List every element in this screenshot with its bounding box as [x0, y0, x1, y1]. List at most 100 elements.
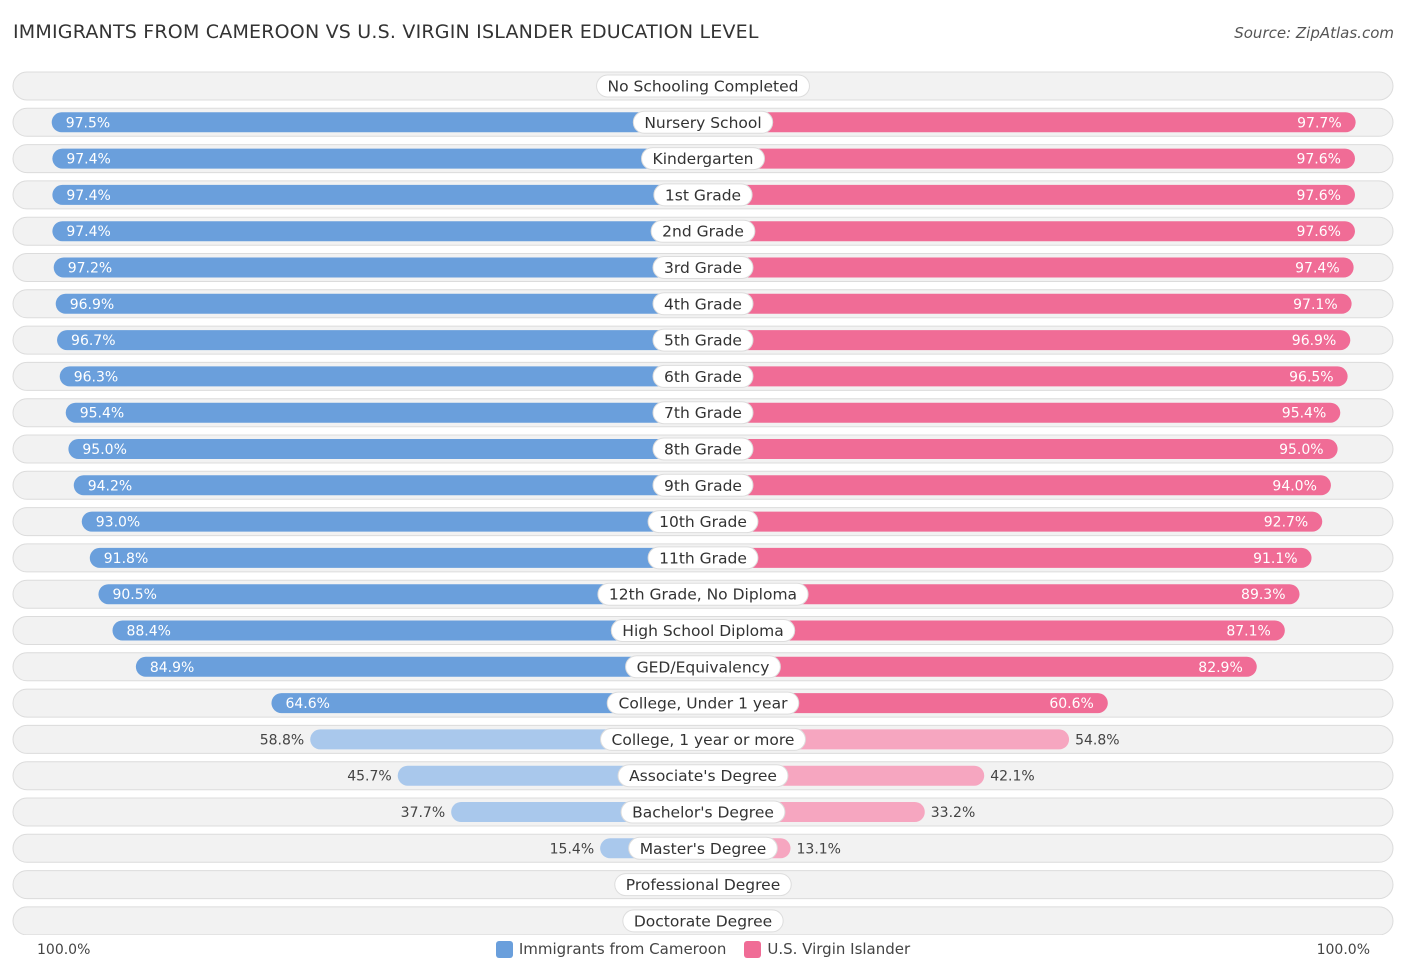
bar-right [703, 584, 1300, 605]
category-label-text: 3rd Grade [664, 259, 742, 277]
category-label-text: Bachelor's Degree [632, 804, 774, 822]
category-label: No Schooling Completed [596, 74, 810, 98]
bar-right [703, 257, 1354, 278]
category-label-pill [652, 437, 754, 461]
category-label-text: College, Under 1 year [619, 695, 789, 713]
bar-left [57, 330, 703, 351]
bar-left [52, 148, 704, 169]
category-label-text: Professional Degree [626, 876, 781, 894]
bar-right [703, 656, 1257, 677]
category-label: Associate's Degree [617, 764, 789, 788]
category-label-pill [652, 256, 754, 279]
bar-left [65, 402, 703, 423]
bar-left [112, 620, 704, 641]
value-label-right: 97.7% [1297, 115, 1341, 131]
bar-right [703, 148, 1355, 169]
category-label-pill [647, 510, 759, 534]
category-label-pill [647, 546, 759, 570]
category-label-text: 2nd Grade [662, 223, 744, 241]
category-label-text: Doctorate Degree [634, 912, 772, 930]
value-label-right: 96.9% [1292, 333, 1336, 349]
value-label-right: 92.7% [1264, 515, 1308, 531]
value-label-right: 89.3% [1241, 587, 1285, 603]
value-label-right: 97.1% [1293, 297, 1337, 313]
value-label-right: 33.2% [931, 805, 975, 821]
bar-right [703, 620, 1285, 641]
value-label-left: 84.9% [150, 660, 194, 676]
bar-right [703, 547, 1312, 568]
category-label-pill [596, 74, 810, 98]
value-label-left: 88.4% [126, 624, 170, 640]
category-label: Kindergarten [641, 147, 765, 171]
bar-right [703, 511, 1323, 532]
value-label-left: 95.4% [80, 406, 124, 422]
category-label: Professional Degree [614, 873, 792, 897]
axis-left-label: 100.0% [37, 942, 91, 958]
category-label-pill [650, 219, 756, 243]
value-label-left: 64.6% [285, 696, 329, 712]
category-label-pill [641, 147, 765, 171]
category-label-text: College, 1 year or more [612, 731, 795, 749]
value-label-left: 37.7% [401, 805, 445, 821]
legend-swatch-left [495, 940, 513, 958]
value-label-right: 54.8% [1075, 732, 1119, 748]
legend: Immigrants from Cameroon U.S. Virgin Isl… [0, 940, 1406, 958]
legend-swatch-right [744, 940, 762, 958]
category-label: 2nd Grade [650, 219, 756, 243]
category-label-pill [628, 836, 778, 860]
category-label-text: 4th Grade [664, 295, 742, 313]
bar-left [98, 584, 703, 605]
value-label-left: 95.0% [82, 442, 126, 458]
bar-left [52, 221, 704, 242]
value-label-left: 97.5% [66, 115, 110, 131]
bar-left [135, 656, 704, 677]
value-label-right: 95.4% [1282, 406, 1326, 422]
value-label-left: 94.2% [88, 478, 132, 494]
category-label-pill [617, 764, 789, 788]
bar-left [89, 547, 703, 568]
value-label-left: 93.0% [96, 515, 140, 531]
category-label: Doctorate Degree [622, 909, 784, 933]
value-label-right: 96.5% [1289, 369, 1333, 385]
category-label: College, Under 1 year [606, 691, 800, 715]
bar-left [55, 293, 703, 314]
category-label-text: 11th Grade [659, 549, 747, 567]
value-label-right: 94.0% [1272, 478, 1316, 494]
category-label-text: GED/Equivalency [637, 658, 770, 676]
category-label-pill [600, 727, 806, 751]
category-label-pill [622, 909, 784, 933]
category-label-text: 10th Grade [659, 513, 747, 531]
category-label-text: Nursery School [644, 114, 761, 132]
chart-title: IMMIGRANTS FROM CAMEROON VS U.S. VIRGIN … [13, 21, 759, 43]
category-label-pill [610, 619, 796, 642]
bar-left [51, 112, 703, 133]
value-label-right: 60.6% [1049, 696, 1093, 712]
value-label-right: 95.0% [1279, 442, 1323, 458]
category-label-pill [614, 873, 792, 897]
value-label-left: 97.4% [66, 188, 110, 204]
category-label: Bachelor's Degree [620, 800, 786, 824]
bar-right [703, 366, 1348, 387]
bar-right [703, 402, 1341, 423]
category-label-pill [620, 800, 786, 824]
bar-left [68, 439, 703, 459]
value-label-left: 97.4% [66, 152, 110, 168]
bar-right [703, 475, 1331, 496]
category-label-pill [652, 364, 754, 388]
category-label: 10th Grade [647, 510, 759, 534]
value-label-left: 58.8% [260, 732, 304, 748]
category-label: 8th Grade [652, 437, 754, 461]
category-label-text: Associate's Degree [629, 767, 777, 785]
category-label-text: 9th Grade [664, 477, 742, 495]
category-label-text: Master's Degree [640, 840, 767, 858]
category-label-pill [606, 691, 800, 715]
category-label: GED/Equivalency [625, 655, 781, 679]
bar-left [81, 511, 703, 532]
axis-right-label: 100.0% [1316, 942, 1370, 958]
value-label-left: 91.8% [104, 551, 148, 567]
bar-right [703, 293, 1352, 314]
value-label-left: 45.7% [347, 769, 391, 785]
category-label-pill [652, 473, 754, 497]
category-label: 12th Grade, No Diploma [597, 582, 809, 606]
value-label-left: 97.4% [66, 224, 110, 240]
